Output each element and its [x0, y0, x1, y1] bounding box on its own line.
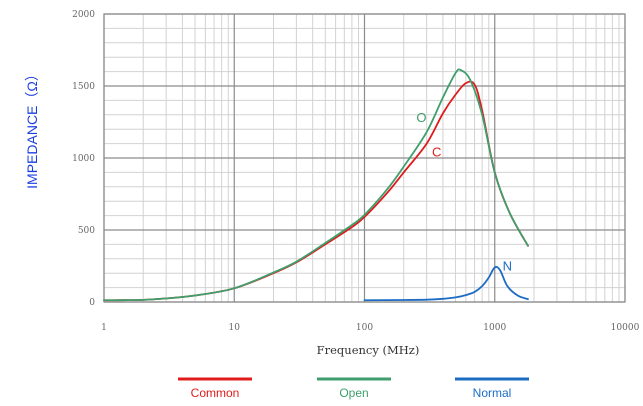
y-tick-label: 500 — [78, 226, 95, 236]
series-line-open — [103, 68, 529, 302]
x-tick-label: 1 — [101, 323, 107, 333]
series-line-normal — [363, 266, 529, 302]
x-tick-label: 10000 — [611, 323, 640, 333]
plot-frame — [103, 13, 626, 303]
x-tick-label: 1000 — [483, 323, 506, 333]
y-tick-label: 1000 — [72, 154, 95, 164]
series-annotations: C O N — [416, 110, 512, 273]
x-tick-label: 10 — [229, 323, 241, 333]
tick-labels: 1 10 100 1000 10000 0 500 1000 1500 2000 — [72, 10, 639, 333]
legend-label-normal: Normal — [473, 386, 512, 400]
series-annotation-open: O — [416, 110, 426, 125]
y-axis-label: IMPEDANCE（Ω） — [24, 67, 40, 189]
y-tick-label: 2000 — [72, 10, 95, 20]
x-tick-label: 100 — [356, 323, 373, 333]
series-annotation-normal: N — [503, 258, 512, 273]
x-axis-label: Frequency (MHz) — [317, 343, 420, 357]
plot-border — [103, 13, 626, 303]
legend-label-common: Common — [191, 386, 240, 400]
legend: Common Open Normal — [178, 377, 529, 400]
grid — [103, 13, 626, 303]
series-annotation-common: C — [432, 145, 441, 160]
series-lines — [103, 68, 529, 302]
legend-label-open: Open — [339, 386, 368, 400]
y-tick-label: 1500 — [72, 82, 95, 92]
y-tick-label: 0 — [89, 298, 95, 308]
